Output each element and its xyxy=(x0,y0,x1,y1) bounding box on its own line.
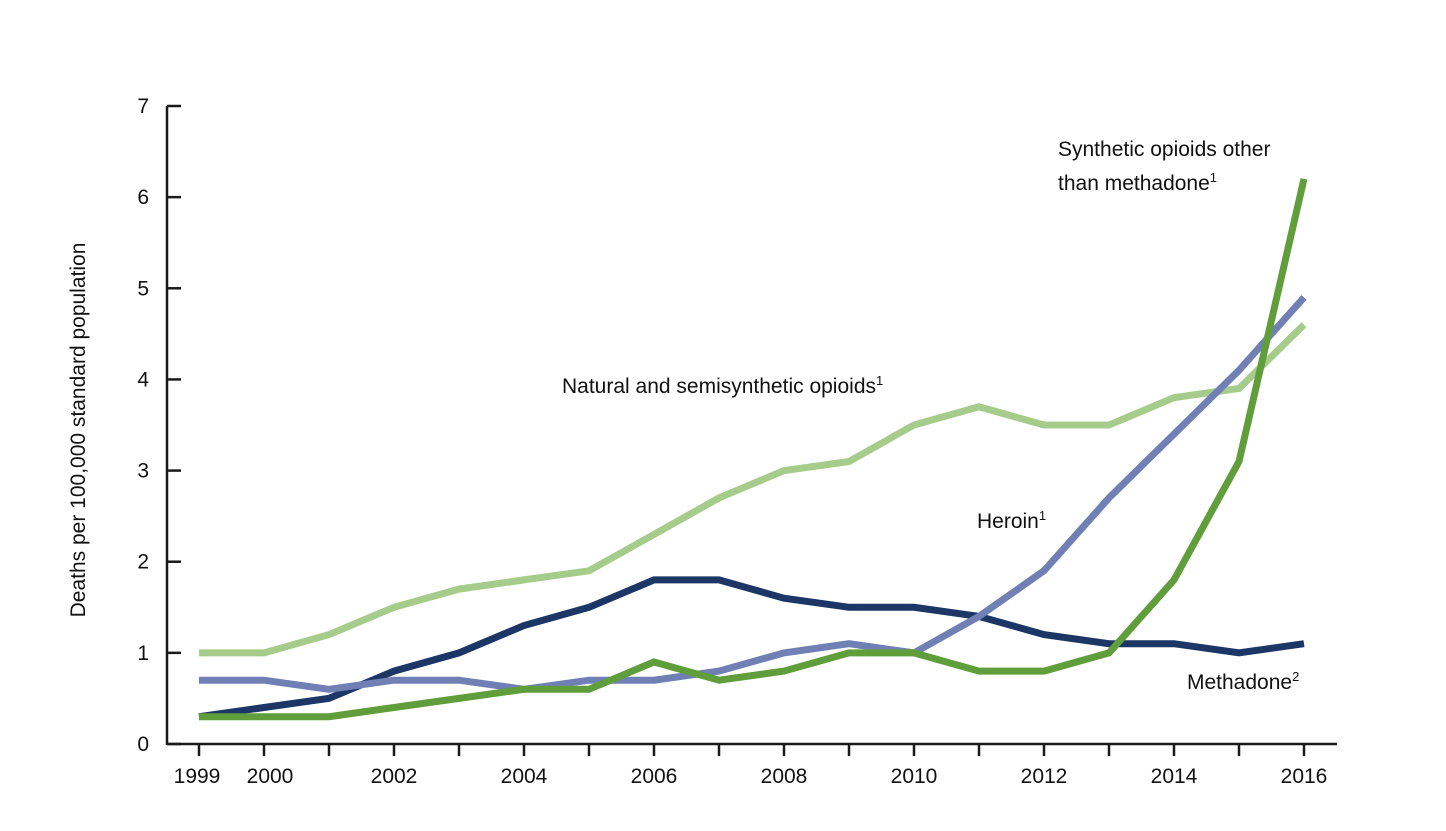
label-methadone: Methadone2 xyxy=(1187,669,1299,694)
x-tick-label: 2000 xyxy=(247,765,294,788)
x-tick-label: 2006 xyxy=(631,765,678,788)
y-axis-title: Deaths per 100,000 standard population xyxy=(67,243,90,618)
x-tick-label: 2002 xyxy=(371,765,418,788)
series-line-heroin xyxy=(199,295,1307,693)
y-tick-label: 6 xyxy=(137,186,149,209)
label-natural-semisynthetic: Natural and semisynthetic opioids1 xyxy=(562,373,883,398)
x-tick-label: 2008 xyxy=(761,765,808,788)
label-methadone-text: Methadone xyxy=(1187,671,1292,694)
y-tick-label: 5 xyxy=(137,277,149,300)
label-synthetic-line-1: Synthetic opioids other xyxy=(1058,138,1270,161)
label-synthetic-footnote: 1 xyxy=(1210,170,1217,185)
y-tick-label: 7 xyxy=(137,95,149,118)
y-tick-label: 2 xyxy=(137,551,149,574)
series-line-methadone xyxy=(198,576,1305,721)
series-line-natural xyxy=(199,322,1307,657)
x-tick-label: 2012 xyxy=(1021,765,1068,788)
label-natural-footnote: 1 xyxy=(876,373,883,388)
axes: 0 1 2 3 4 5 6 7 1999 2000 2002 2004 2006 2008 2010 2012… xyxy=(137,95,1337,788)
x-tick-label: 2010 xyxy=(891,765,938,788)
x-tick-label: 2016 xyxy=(1281,765,1328,788)
label-natural-text: Natural and semisynthetic opioids xyxy=(562,375,876,398)
y-tick-label: 4 xyxy=(137,368,149,391)
label-synthetic-line-2: than methadone xyxy=(1058,172,1210,195)
y-tick-label: 0 xyxy=(137,733,149,756)
label-heroin-footnote: 1 xyxy=(1039,508,1046,523)
series-line-synthetic xyxy=(199,178,1308,721)
series-lines xyxy=(198,178,1308,721)
label-heroin: Heroin1 xyxy=(977,508,1046,533)
x-tick-label: 2014 xyxy=(1151,765,1198,788)
y-tick-label: 3 xyxy=(137,460,149,483)
y-tick-label: 1 xyxy=(137,642,149,665)
label-synthetic-opioids: Synthetic opioids other than methadone1 xyxy=(1058,138,1276,195)
x-tick-label: 1999 xyxy=(174,765,221,788)
x-tick-label: 2004 xyxy=(501,765,548,788)
label-methadone-footnote: 2 xyxy=(1292,669,1299,684)
label-heroin-text: Heroin xyxy=(977,510,1039,533)
